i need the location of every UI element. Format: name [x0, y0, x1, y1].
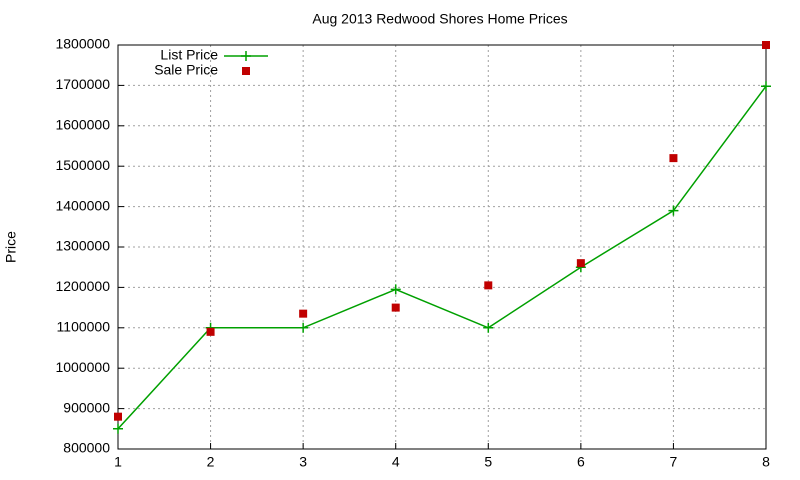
- x-tick-label: 8: [762, 454, 770, 470]
- x-tick-label: 6: [577, 454, 585, 470]
- y-tick-label: 1200000: [55, 278, 110, 294]
- x-tick-label: 1: [114, 454, 122, 470]
- data-point: [576, 259, 585, 268]
- y-tick-label: 1100000: [57, 319, 111, 335]
- legend-marker: [242, 67, 250, 75]
- y-tick-label: 1700000: [55, 76, 110, 92]
- y-tick-label: 1000000: [55, 359, 110, 375]
- data-point: [114, 412, 122, 421]
- legend-label: List Price: [160, 47, 218, 63]
- series-line: [117, 85, 767, 430]
- plot-frame: [117, 44, 767, 450]
- y-tick-label: 1500000: [55, 157, 110, 173]
- data-point: [113, 423, 123, 434]
- y-tick-label: 1800000: [55, 36, 110, 52]
- data-point: [762, 41, 770, 49]
- data-point: [761, 81, 771, 92]
- legend-label: Sale Price: [154, 62, 218, 78]
- x-tick-label: 5: [484, 454, 492, 470]
- data-point: [390, 284, 401, 295]
- chart-title: Aug 2013 Redwood Shores Home Prices: [312, 11, 567, 27]
- y-axis-label: Price: [3, 231, 19, 263]
- x-tick-label: 7: [670, 454, 678, 470]
- data-point: [484, 281, 493, 290]
- data-point: [391, 303, 400, 312]
- y-tick-label: 800000: [63, 440, 110, 456]
- y-tick-label: 1600000: [55, 117, 110, 133]
- data-point: [299, 309, 308, 318]
- y-tick-label: 1400000: [55, 197, 110, 213]
- legend-marker: [241, 51, 251, 61]
- x-tick-label: 2: [207, 454, 215, 470]
- x-tick-label: 4: [392, 454, 400, 470]
- y-tick-label: 1300000: [55, 238, 110, 254]
- data-point: [668, 205, 679, 216]
- data-point: [483, 322, 494, 333]
- data-point: [206, 327, 215, 336]
- data-point: [298, 322, 309, 333]
- x-tick-label: 3: [299, 454, 307, 470]
- data-point: [669, 154, 678, 163]
- y-tick-label: 900000: [63, 399, 110, 415]
